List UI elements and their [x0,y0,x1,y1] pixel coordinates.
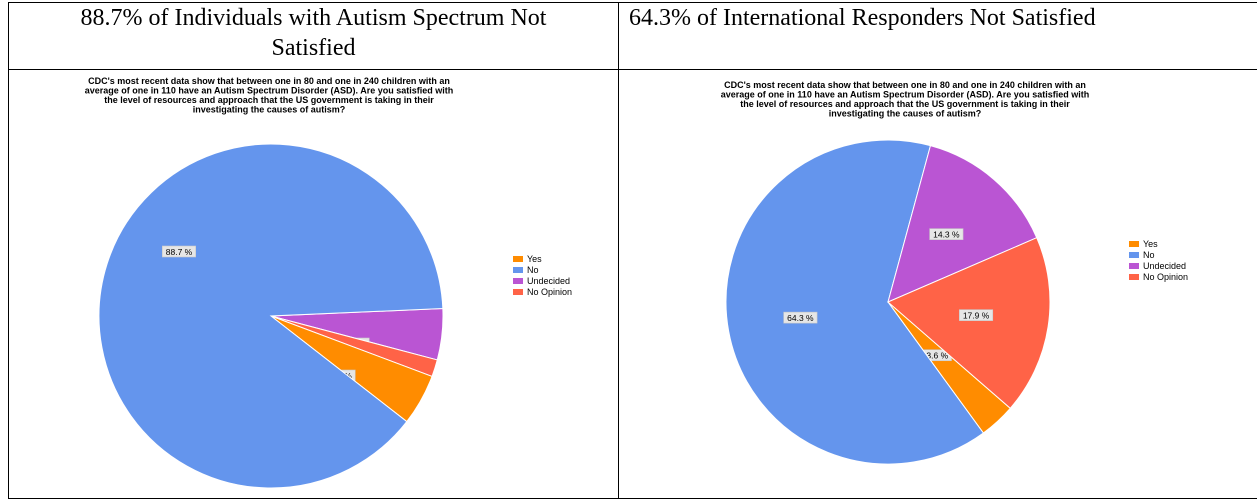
chart-title: CDC's most recent data show that between… [721,80,1089,119]
svg-text:Yes: Yes [527,254,542,264]
legend-item-yes: Yes [513,254,542,264]
legend-item-yes: Yes [1129,239,1158,249]
pie-label-no-opinion: 17.9 % [959,309,994,321]
pie-slice-undecided [887,145,1038,303]
left-heading: 88.7% of Individuals with Autism Spectru… [80,5,547,61]
legend-item-no-opinion: No Opinion [1129,272,1188,282]
pie-slice-no-opinion [887,237,1051,409]
svg-text:3.6 %: 3.6 % [926,351,948,361]
svg-text:No: No [1143,250,1155,260]
legend-item-no: No [1129,250,1155,260]
pie-label-no: 88.7 % [162,245,197,258]
right-heading-cell: 64.3% of International Responders Not Sa… [618,2,1257,70]
svg-text:64.3 %: 64.3 % [787,313,814,323]
legend-item-undecided: Undecided [513,276,570,286]
svg-text:88.7 %: 88.7 % [166,247,193,257]
svg-text:No Opinion: No Opinion [527,287,572,297]
legend-item-no: No [513,265,539,275]
pie-label-no: 64.3 % [783,311,818,324]
right-heading: 64.3% of International Responders Not Sa… [629,5,1096,31]
document-table: 88.7% of Individuals with Autism Spectru… [8,2,1257,499]
pie-slice-no [98,143,444,489]
chart-title: CDC's most recent data show that between… [85,76,453,115]
left-heading-cell: 88.7% of Individuals with Autism Spectru… [8,2,619,70]
svg-text:No Opinion: No Opinion [1143,272,1188,282]
left-pie-chart: CDC's most recent data show that between… [85,76,572,489]
left-chart-cell: CDC's most recent data show that between… [8,69,619,499]
svg-text:No: No [527,265,539,275]
right-chart-cell: CDC's most recent data show that between… [618,69,1257,499]
svg-text:Undecided: Undecided [527,276,570,286]
svg-text:Yes: Yes [1143,239,1158,249]
right-pie-chart: CDC's most recent data show that between… [721,80,1188,465]
svg-text:17.9 %: 17.9 % [963,311,990,321]
pie-slice-no [725,139,985,465]
legend-item-no-opinion: No Opinion [513,287,572,297]
svg-text:Undecided: Undecided [1143,261,1186,271]
legend-item-undecided: Undecided [1129,261,1186,271]
svg-text:14.3 %: 14.3 % [933,230,960,240]
pie-label-undecided: 14.3 % [929,228,964,240]
